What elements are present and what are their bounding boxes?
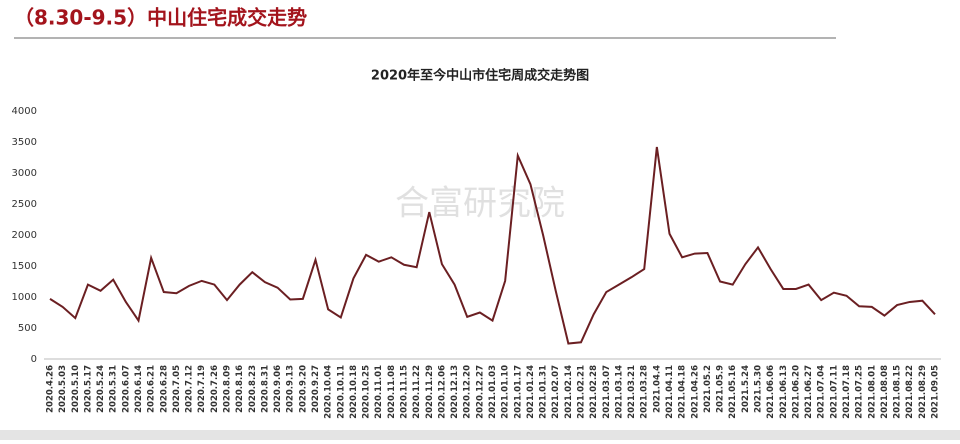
x-tick-label: 2020.12.13 bbox=[450, 365, 460, 419]
x-tick-label: 2020.6.14 bbox=[134, 365, 144, 413]
y-tick-label: 2500 bbox=[12, 199, 37, 210]
x-tick-label: 2021.02.07 bbox=[551, 365, 561, 419]
x-tick-label: 2020.12.06 bbox=[437, 365, 447, 419]
x-tick-label: 2021.06.13 bbox=[779, 365, 789, 419]
y-tick-label: 3500 bbox=[12, 137, 37, 148]
x-tick-label: 2020.9.13 bbox=[286, 365, 296, 413]
x-tick-label: 2021.09.05 bbox=[931, 365, 941, 419]
x-tick-label: 2020.5.03 bbox=[58, 365, 68, 413]
x-tick-label: 2021.08.08 bbox=[880, 365, 890, 419]
x-tick-label: 2020.8.09 bbox=[223, 365, 233, 413]
x-tick-label: 2021.07.25 bbox=[855, 365, 865, 419]
y-tick-label: 1500 bbox=[12, 261, 37, 272]
x-tick-label: 2021.01.03 bbox=[488, 365, 498, 419]
y-tick-label: 500 bbox=[18, 323, 37, 334]
x-tick-label: 2020.10.18 bbox=[349, 365, 359, 419]
x-tick-label: 2021.01.24 bbox=[526, 365, 536, 419]
x-tick-label: 2020.8.23 bbox=[248, 365, 258, 413]
y-tick-label: 2000 bbox=[12, 230, 37, 241]
x-tick-label: 2020.5.24 bbox=[96, 365, 106, 413]
x-tick-label: 2020.5.10 bbox=[71, 365, 81, 413]
chart-title: 2020年至今中山市住宅周成交走势图 bbox=[371, 68, 589, 84]
x-tick-label: 2020.8.16 bbox=[235, 365, 245, 413]
x-tick-label: 2020.11.22 bbox=[412, 365, 422, 419]
x-tick-label: 2020.12.20 bbox=[463, 365, 473, 419]
x-tick-label: 2021.06.20 bbox=[791, 365, 801, 419]
footer-bar bbox=[0, 430, 960, 440]
x-tick-label: 2020.5.31 bbox=[109, 365, 119, 413]
x-tick-label: 2020.7.05 bbox=[172, 365, 182, 413]
line bbox=[49, 146, 936, 345]
x-tick-label: 2021.01.31 bbox=[539, 365, 549, 419]
x-tick-label: 2020.8.31 bbox=[260, 365, 270, 413]
x-tick-label: 2020.9.20 bbox=[298, 365, 308, 413]
x-tick-label: 2020.7.19 bbox=[197, 365, 207, 413]
x-tick-label: 2021.02.14 bbox=[564, 365, 574, 419]
y-tick-label: 0 bbox=[31, 354, 37, 365]
x-tick-label: 2020.7.26 bbox=[210, 365, 220, 413]
page-title: （8.30-9.5）中山住宅成交走势 bbox=[14, 6, 307, 30]
x-tick-label: 2021.03.21 bbox=[627, 365, 637, 419]
x-tick-label: 2021.08.22 bbox=[905, 365, 915, 419]
x-tick-label: 2021.01.10 bbox=[501, 365, 511, 419]
x-tick-label: 2021.01.17 bbox=[513, 365, 523, 419]
x-tick-label: 2020.10.25 bbox=[362, 365, 372, 419]
x-tick-label: 2020.4.26 bbox=[46, 365, 56, 413]
x-tick-label: 2020.11.15 bbox=[400, 365, 410, 419]
x-tick-label: 2021.07.04 bbox=[817, 365, 827, 419]
x-tick-label: 2020.10.11 bbox=[336, 365, 346, 419]
x-tick-label: 2020.6.28 bbox=[159, 365, 169, 413]
y-tick-label: 1000 bbox=[12, 292, 37, 303]
y-tick-label: 4000 bbox=[12, 106, 37, 117]
x-tick-label: 2021.03.28 bbox=[640, 365, 650, 419]
x-tick-label: 2020.9.06 bbox=[273, 365, 283, 413]
x-tick-label: 2020.11.08 bbox=[387, 365, 397, 419]
x-tick-label: 2021.05.9 bbox=[716, 365, 726, 413]
watermark: 合富研究院 bbox=[395, 184, 565, 224]
x-tick-label: 2021.03.07 bbox=[602, 365, 612, 419]
x-tick-label: 2020.9.27 bbox=[311, 365, 321, 413]
x-tick-label: 2021.04.18 bbox=[678, 365, 688, 419]
x-tick-label: 2021.08.15 bbox=[893, 365, 903, 419]
x-tick-label: 2021.07.18 bbox=[842, 365, 852, 419]
x-tick-label: 2021.05.16 bbox=[728, 365, 738, 419]
x-tick-label: 2021.05.2 bbox=[703, 365, 713, 413]
x-tick-label: 2020.6.07 bbox=[121, 365, 131, 413]
x-tick-label: 2021.08.01 bbox=[867, 365, 877, 419]
y-tick-label: 3000 bbox=[12, 168, 37, 179]
x-tick-label: 2020.10.04 bbox=[324, 365, 334, 419]
x-tick-label: 2020.7.12 bbox=[185, 365, 195, 413]
x-tick-label: 2021.02.28 bbox=[589, 365, 599, 419]
x-tick-label: 2020.6.21 bbox=[147, 365, 157, 413]
x-tick-label: 2021.06.06 bbox=[766, 365, 776, 419]
x-tick-label: 2021.5.24 bbox=[741, 365, 751, 413]
x-tick-label: 2021.06.27 bbox=[804, 365, 814, 419]
x-tick-label: 2020.11.29 bbox=[425, 365, 435, 419]
x-tick-label: 2021.5.30 bbox=[754, 365, 764, 413]
x-tick-label: 2020.12.27 bbox=[475, 365, 485, 419]
x-tick-label: 2020.5.17 bbox=[83, 365, 93, 413]
x-tick-label: 2021.04.11 bbox=[665, 365, 675, 419]
x-tick-label: 2021.03.14 bbox=[614, 365, 624, 419]
x-tick-label: 2021.04.4 bbox=[652, 365, 662, 413]
x-tick-label: 2021.04.26 bbox=[690, 365, 700, 419]
x-tick-label: 2021.08.29 bbox=[918, 365, 928, 419]
x-tick-label: 2021.02.21 bbox=[577, 365, 587, 419]
x-tick-label: 2020.11.01 bbox=[374, 365, 384, 419]
x-tick-label: 2021.07.11 bbox=[829, 365, 839, 419]
